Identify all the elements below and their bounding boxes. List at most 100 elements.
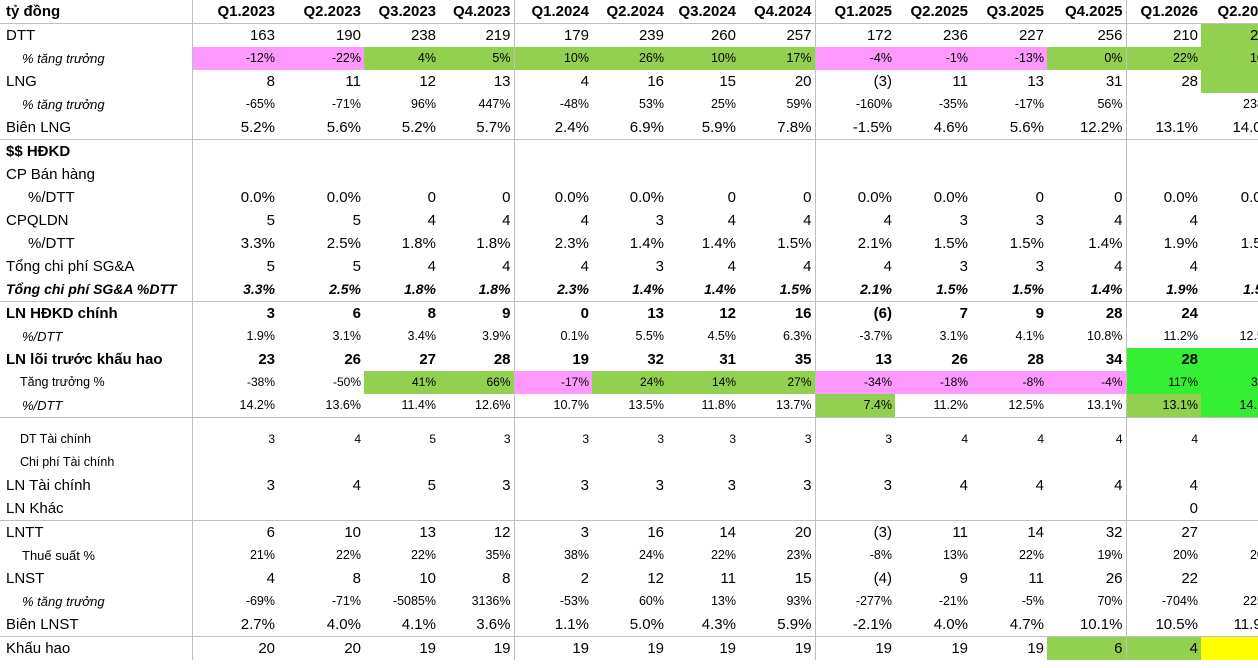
table-cell: 4 xyxy=(1201,209,1258,232)
table-cell: 4 xyxy=(1189,258,1198,275)
row-label: DTT xyxy=(0,23,193,47)
quarter-header: Q1.2026 xyxy=(1126,0,1201,24)
table-cell: 3 xyxy=(266,305,275,322)
table-cell: 10.5% xyxy=(1126,613,1201,637)
table-cell: 20 xyxy=(739,520,816,544)
table-cell: 2.3% xyxy=(554,235,589,252)
table-cell xyxy=(364,140,439,164)
table-cell: 22% xyxy=(410,548,436,562)
table-cell: 190 xyxy=(335,27,361,44)
table-cell xyxy=(364,163,439,186)
table-cell: -22% xyxy=(278,47,364,70)
table-cell: 0.0% xyxy=(554,189,589,206)
table-cell: 4 xyxy=(727,212,736,229)
table-cell xyxy=(1047,497,1127,521)
table-cell: 11.9% xyxy=(1201,613,1258,637)
table-cell: 1.8% xyxy=(364,278,439,302)
row-label: % tăng trưởng xyxy=(0,47,193,70)
table-cell: 19 xyxy=(572,351,589,368)
table-cell: 70% xyxy=(1047,590,1127,613)
table-cell: 6 xyxy=(1201,474,1258,497)
table-cell: 1.4% xyxy=(629,235,664,252)
table-cell: 13 xyxy=(875,351,892,368)
table-cell: 2.5% xyxy=(326,235,361,252)
table-cell: 12 xyxy=(419,73,436,90)
table-cell: 11.4% xyxy=(364,394,439,418)
table-cell xyxy=(1201,451,1258,474)
table-cell: 0% xyxy=(1047,47,1127,70)
table-cell: 33 xyxy=(1201,302,1258,326)
table-cell: -704% xyxy=(1161,594,1198,608)
table-cell: 10.8% xyxy=(1047,325,1127,348)
table-cell xyxy=(278,140,364,164)
table-cell xyxy=(739,163,816,186)
table-cell: -1.5% xyxy=(815,116,895,140)
table-cell: 3 xyxy=(580,477,589,494)
table-cell xyxy=(667,418,739,429)
table-cell: 31 xyxy=(719,351,736,368)
table-cell xyxy=(895,451,971,474)
table-cell: 7 xyxy=(959,305,968,322)
table-cell xyxy=(667,163,739,186)
table-cell: 24 xyxy=(1181,305,1198,322)
table-cell: 12.2% xyxy=(1047,116,1127,140)
row-label: %/DTT xyxy=(0,394,193,418)
table-cell: 13.1% xyxy=(1126,116,1201,140)
table-cell: -53% xyxy=(559,594,589,608)
table-cell: 20 xyxy=(344,640,361,657)
table-cell: 19 xyxy=(951,640,968,657)
table-cell: 4.6% xyxy=(895,116,971,140)
table-cell: 0 xyxy=(727,189,736,206)
table-cell: 4 xyxy=(1037,432,1044,446)
table-cell: 19 xyxy=(439,636,515,660)
table-cell: 24% xyxy=(638,548,664,562)
table-cell: 12 xyxy=(439,520,515,544)
table-cell: 4 xyxy=(427,212,436,229)
table-cell: 27% xyxy=(739,371,816,394)
row-label: CPQLDN xyxy=(0,209,193,232)
table-cell: 4.0% xyxy=(895,613,971,637)
table-cell: 0.0% xyxy=(629,189,664,206)
table-body: DTT 163 190 238 219 179 239 260 257 172 236 227 256 2… xyxy=(0,23,1258,660)
table-cell: 4 xyxy=(1035,477,1044,494)
table-cell: 5.9% xyxy=(667,116,739,140)
table-cell: 0.0% xyxy=(1163,189,1198,206)
table-cell xyxy=(971,497,1047,521)
table-cell: 26 xyxy=(344,351,361,368)
row-label: LNTT xyxy=(0,520,193,544)
table-cell: 4 xyxy=(1189,477,1198,494)
table-cell xyxy=(364,451,439,474)
table-cell: 35% xyxy=(439,544,515,567)
table-row: %/DTT 1.9% 3.1% 3.4% 3.9% 0.1% 5.5% 4.5% 6.3% -3.… xyxy=(0,325,1258,348)
table-cell: 23 xyxy=(258,351,275,368)
table-cell: 172 xyxy=(866,27,892,44)
table-cell: 4% xyxy=(364,47,439,70)
row-label: Chi phí Tài chính xyxy=(0,451,193,474)
table-cell: 38 xyxy=(1201,521,1258,545)
table-cell: 259 xyxy=(1201,23,1258,47)
quarter-header: Q1.2025 xyxy=(815,0,895,24)
table-row: LN Tài chính34533333344446 xyxy=(0,474,1258,497)
table-cell: 3 xyxy=(739,428,816,451)
table-cell: 13.1% xyxy=(1047,394,1127,418)
quarter-header: Q3.2023 xyxy=(364,0,439,24)
table-cell: 1.4% xyxy=(592,278,667,302)
table-cell: 1.8% xyxy=(439,232,515,255)
table-cell: 5 xyxy=(427,477,436,494)
row-label: %/DTT xyxy=(0,325,193,348)
table-cell: 28 xyxy=(1126,348,1201,371)
table-cell xyxy=(667,140,739,164)
table-cell: 11.2% xyxy=(1163,329,1198,343)
table-cell: 0 xyxy=(427,189,436,206)
table-cell: 1.4% xyxy=(701,235,736,252)
table-cell xyxy=(439,417,515,428)
row-label: Thuế suất % xyxy=(0,544,193,567)
table-cell xyxy=(192,418,278,429)
table-cell: 210 xyxy=(1172,27,1198,44)
table-cell: 11.8% xyxy=(667,394,739,418)
table-cell: 5% xyxy=(439,47,515,70)
table-cell xyxy=(1201,140,1258,164)
table-cell: 20 xyxy=(739,70,816,93)
